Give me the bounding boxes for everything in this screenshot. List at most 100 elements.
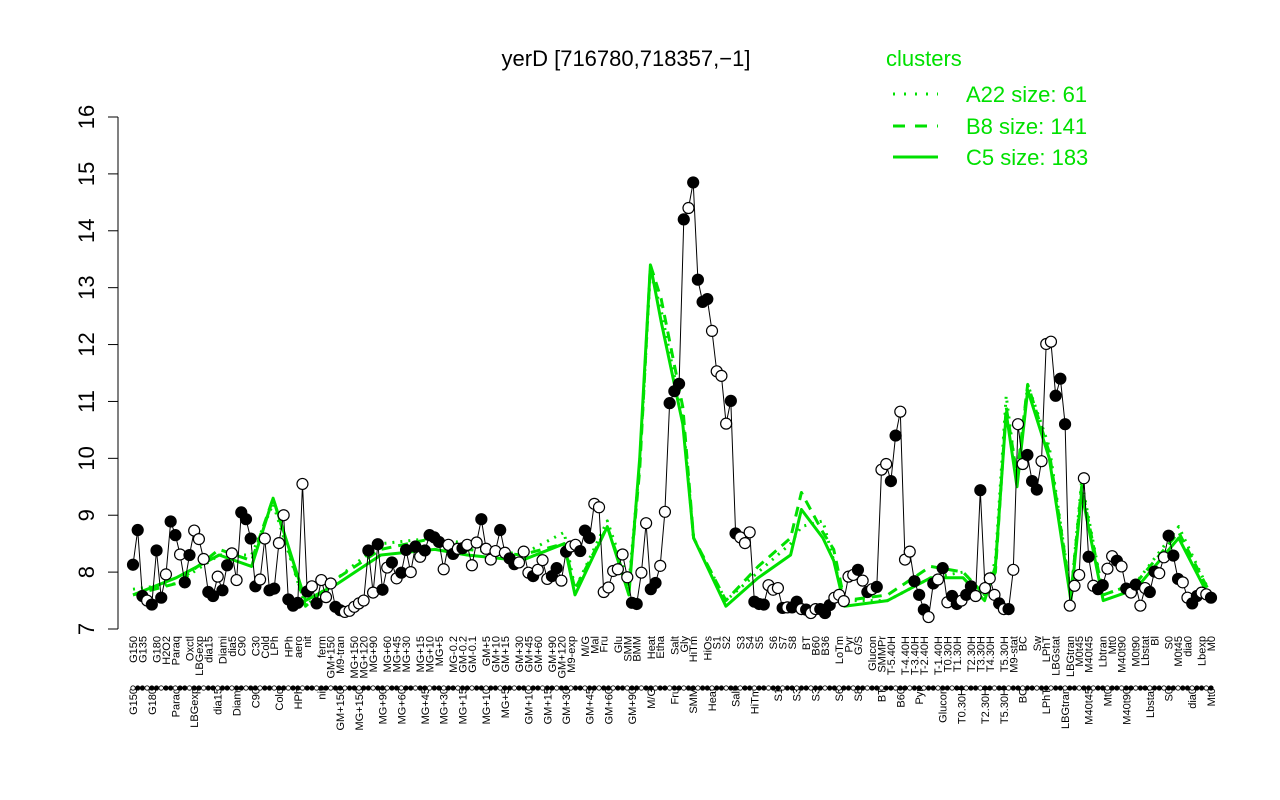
data-point (1011, 418, 1025, 431)
data-point (687, 176, 700, 189)
x-tick-label: M40t45 (1084, 688, 1096, 725)
x-tick-marker (1043, 685, 1049, 691)
x-tick-marker (831, 685, 838, 691)
data-point (1082, 550, 1095, 563)
x-tick-marker (459, 685, 466, 691)
x-tick-marker (1133, 685, 1139, 691)
x-tick-marker (893, 685, 899, 691)
x-tick-marker (1081, 685, 1087, 691)
y-tick-label: 9 (74, 509, 99, 521)
x-tick-marker (676, 685, 682, 691)
x-tick-label: MG+120 (359, 636, 371, 679)
x-tick-marker (248, 685, 254, 691)
x-tick-label: Salt (731, 688, 743, 707)
x-tick-marker (426, 685, 433, 691)
x-tick-marker (1151, 685, 1158, 691)
x-tick-label: GM+60 (603, 688, 615, 724)
data-point (159, 568, 173, 581)
x-tick-marker (987, 685, 993, 691)
data-point (1143, 585, 1156, 599)
x-tick-marker (488, 685, 494, 691)
data-point (738, 536, 752, 550)
x-tick-label: LPhT (1041, 688, 1053, 715)
x-tick-label: HPh (283, 636, 295, 657)
x-tick-marker (827, 685, 833, 691)
x-tick-marker (370, 685, 376, 691)
data-point (305, 580, 318, 593)
data-points (126, 176, 1218, 624)
x-tick-label: GM+45 (585, 688, 597, 724)
x-tick-marker (765, 685, 772, 691)
x-tick-label: HPh (293, 688, 305, 709)
x-tick-marker (1147, 685, 1153, 691)
x-tick-marker (158, 685, 164, 691)
x-tick-marker (238, 685, 244, 691)
x-tick-label: MG+90 (377, 688, 389, 724)
x-tick-marker (761, 685, 767, 691)
x-tick-marker (1156, 685, 1162, 691)
x-tick-label: LBGtran (1060, 688, 1072, 729)
x-tick-marker (252, 685, 258, 691)
x-tick-label: T5.30H (999, 636, 1011, 672)
x-tick-label: GM-0.1 (467, 636, 479, 673)
x-tick-label: G/S (853, 636, 865, 655)
x-tick-marker (290, 685, 296, 691)
x-tick-label: M40t90 (1121, 688, 1133, 725)
x-tick-marker (201, 685, 207, 691)
x-tick-marker (436, 685, 442, 691)
x-tick-marker (474, 685, 480, 691)
x-tick-marker (634, 685, 640, 691)
x-tick-marker (704, 685, 710, 691)
x-tick-marker (172, 685, 178, 691)
x-tick-label: M0t45 (1074, 636, 1086, 667)
data-point (1153, 567, 1166, 580)
x-tick-marker (1114, 685, 1120, 691)
data-point (691, 273, 704, 286)
data-point (856, 574, 869, 587)
chart-title: yerD [716780,718357,−1] (502, 46, 751, 71)
x-tick-marker (1100, 685, 1106, 691)
x-tick-label: S8 (787, 636, 799, 649)
x-tick-marker (822, 685, 828, 691)
x-tick-label: C30 (250, 636, 262, 656)
x-tick-marker (619, 685, 626, 691)
x-tick-marker (1090, 685, 1096, 691)
x-tick-label: GM+30 (514, 636, 526, 672)
data-point (211, 570, 224, 583)
x-tick-marker (605, 685, 612, 691)
x-tick-marker (130, 685, 136, 691)
x-tick-marker (497, 685, 503, 691)
x-tick-marker (309, 685, 315, 691)
x-tick-label: Lbstat (1140, 636, 1152, 666)
data-point (663, 397, 676, 410)
x-tick-marker (991, 685, 998, 691)
data-point (494, 523, 507, 537)
x-tick-marker (728, 685, 734, 691)
x-tick-marker (398, 685, 404, 691)
x-tick-label: ferm (316, 636, 328, 658)
x-tick-marker (652, 685, 659, 691)
data-point (884, 474, 897, 488)
x-tick-marker (1067, 685, 1073, 691)
x-tick-marker (506, 685, 513, 691)
data-point (1176, 576, 1189, 589)
x-tick-marker (549, 685, 555, 691)
data-point (258, 532, 271, 545)
data-point (870, 580, 883, 594)
series-lines (132, 263, 1213, 608)
x-tick-marker (958, 685, 965, 691)
data-point (1068, 579, 1081, 592)
x-tick-marker (431, 685, 437, 691)
x-tick-label: S0 (1164, 688, 1176, 701)
x-tick-marker (1010, 685, 1016, 691)
x-tick-marker (714, 685, 720, 691)
x-tick-marker (177, 685, 183, 691)
x-tick-marker (243, 685, 249, 691)
x-tick-marker (568, 685, 574, 691)
data-point (715, 369, 728, 382)
x-tick-label: MG+90 (368, 636, 380, 672)
x-tick-marker (596, 685, 602, 691)
x-tick-label: S1 (773, 688, 785, 701)
x-tick-marker (205, 685, 211, 691)
data-point (357, 594, 370, 607)
